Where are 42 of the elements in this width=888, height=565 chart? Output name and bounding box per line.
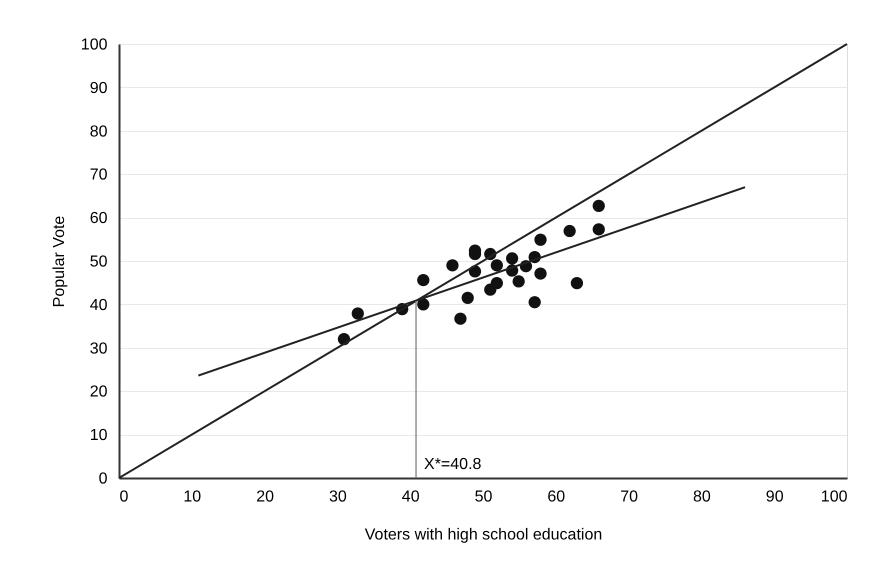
x-tick-label: 80 xyxy=(693,488,711,506)
y-tick-label: 0 xyxy=(98,470,108,488)
x-tick-label: 20 xyxy=(256,488,274,506)
y-tick-label: 30 xyxy=(90,340,108,358)
point xyxy=(417,298,430,311)
point xyxy=(462,292,474,304)
x-tick-label: 100 xyxy=(820,488,848,506)
y-tick-label: 50 xyxy=(90,254,108,270)
point xyxy=(564,224,576,238)
x-tick-label: 90 xyxy=(766,488,784,506)
x-tick-label: 0 xyxy=(120,488,128,506)
point xyxy=(592,200,605,212)
point xyxy=(534,234,547,246)
point xyxy=(490,277,503,290)
point xyxy=(506,252,518,265)
point xyxy=(534,267,547,280)
point xyxy=(446,259,459,272)
point xyxy=(570,277,584,290)
point xyxy=(528,296,541,308)
point xyxy=(352,307,364,320)
y-tick-label: 90 xyxy=(90,80,108,97)
y-tick-label: 60 xyxy=(90,210,108,228)
y-tick-label: 40 xyxy=(90,296,108,314)
y-tick-label: 80 xyxy=(90,123,108,140)
x-tick-label: 40 xyxy=(402,488,420,506)
x-tick-label: 60 xyxy=(547,488,566,506)
x-tick-label: 50 xyxy=(474,488,492,506)
x-tick-label: 10 xyxy=(183,488,202,506)
point xyxy=(592,223,605,236)
y-tick-label: 70 xyxy=(90,166,108,184)
point xyxy=(417,274,430,286)
x-axis-title: Voters with high school education xyxy=(364,526,602,544)
y-tick-label: 20 xyxy=(90,384,108,401)
point xyxy=(512,275,525,288)
point xyxy=(454,312,467,325)
annotation: X*=40.8 xyxy=(424,456,482,473)
y-tick-label: 10 xyxy=(90,427,108,444)
y-axis-title: Popular Vote xyxy=(50,216,68,308)
point xyxy=(490,259,503,272)
y-tick-label: 100 xyxy=(80,36,108,54)
x-tick-label: 30 xyxy=(329,488,347,506)
x-tick-label: 70 xyxy=(620,488,638,506)
